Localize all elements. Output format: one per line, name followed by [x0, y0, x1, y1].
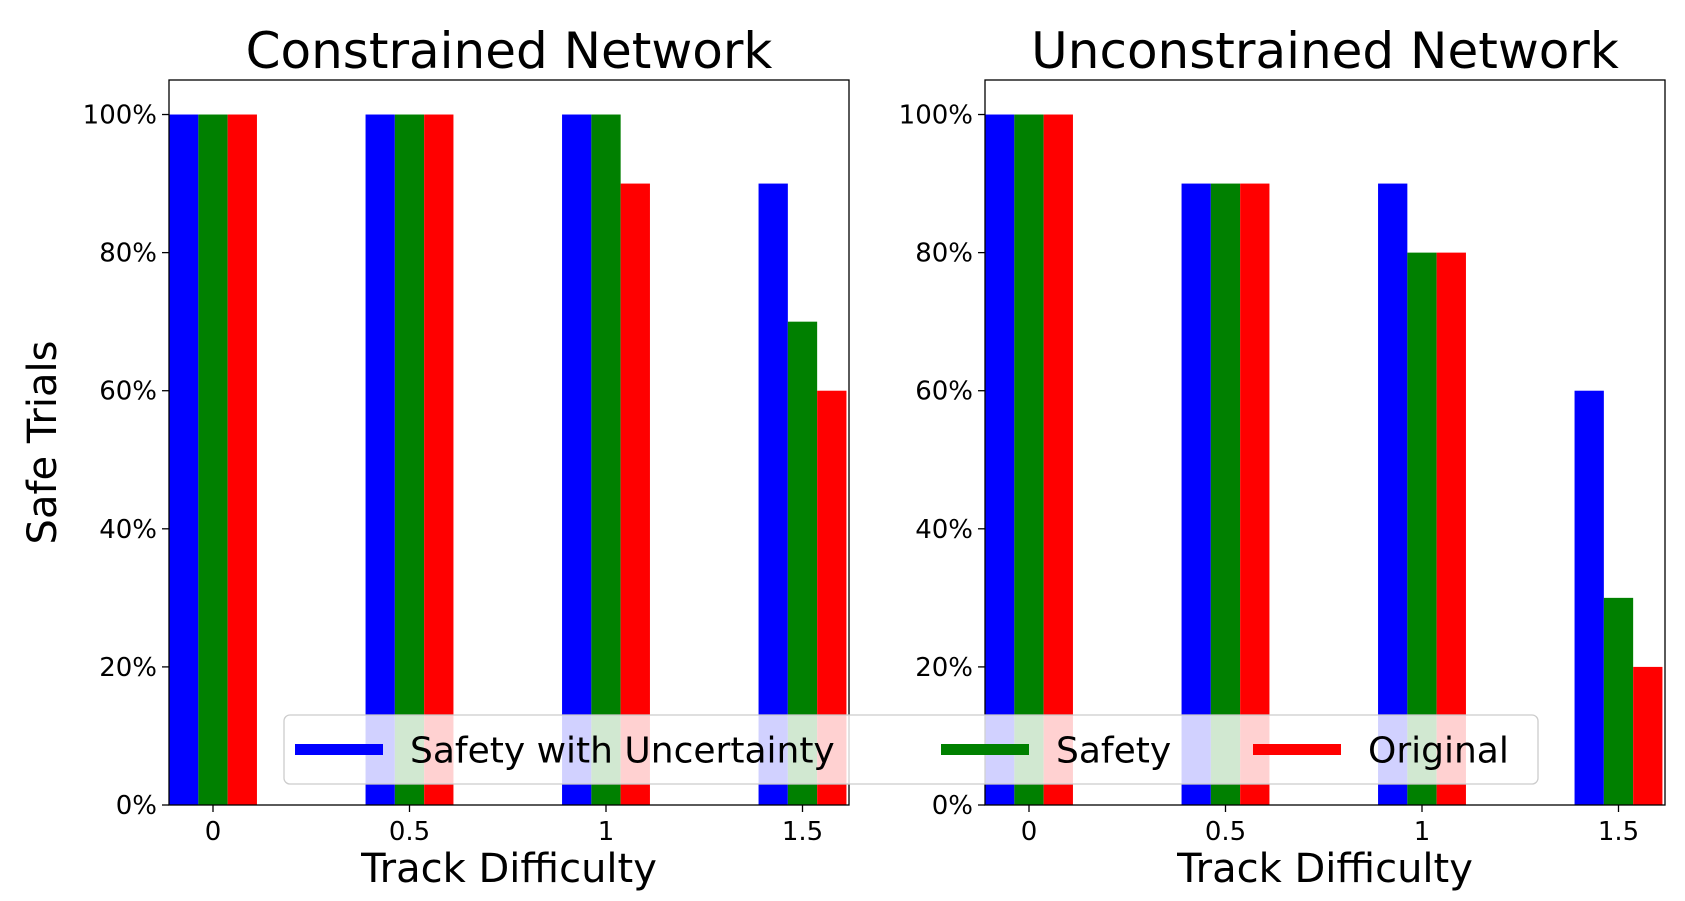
- y-axis-label: Safe Trials: [20, 341, 66, 545]
- bar: [620, 183, 650, 805]
- legend: Safety with Uncertainty Safety Original: [283, 714, 1539, 785]
- y-tick-label: 0%: [932, 791, 973, 821]
- x-axis-label: Track Difficulty: [360, 846, 657, 892]
- y-tick-label: 20%: [915, 653, 973, 683]
- axes-frame: [984, 79, 1666, 806]
- bar: [1633, 666, 1663, 805]
- x-tick-label: 1.5: [782, 817, 823, 847]
- chart-title: Constrained Network: [246, 22, 773, 80]
- axes-frame: [168, 79, 850, 806]
- y-tick-label: 60%: [99, 377, 157, 407]
- bar: [1014, 114, 1044, 805]
- legend-item: Safety: [941, 731, 1171, 772]
- y-tick-label: 40%: [915, 515, 973, 545]
- bar: [1210, 183, 1241, 805]
- y-tick-label: 80%: [915, 239, 973, 269]
- y-tick-label: 80%: [99, 239, 157, 269]
- y-tick-label: 0%: [116, 791, 157, 821]
- x-tick-label: 0: [1021, 817, 1038, 847]
- bar: [985, 114, 1015, 805]
- legend-label: Safety: [1056, 731, 1171, 772]
- bar: [198, 114, 228, 805]
- bar: [1181, 183, 1211, 805]
- x-tick-label: 1: [598, 817, 615, 847]
- bar: [1436, 252, 1466, 805]
- chart-title: Unconstrained Network: [1031, 22, 1619, 80]
- x-tick-label: 0.5: [1205, 817, 1246, 847]
- x-tick-label: 0: [205, 817, 222, 847]
- y-tick-label: 100%: [83, 101, 157, 131]
- x-tick-label: 1: [1414, 817, 1431, 847]
- bar: [591, 114, 621, 805]
- legend-box: [283, 714, 1539, 785]
- y-tick-label: 100%: [899, 101, 973, 131]
- bar: [1043, 114, 1073, 805]
- y-tick-label: 20%: [99, 653, 157, 683]
- legend-label: Safety with Uncertainty: [410, 731, 835, 772]
- bar: [1407, 252, 1437, 805]
- bar: [1574, 390, 1604, 805]
- legend-item: Safety with Uncertainty: [295, 731, 835, 772]
- bar: [424, 114, 454, 805]
- x-tick-label: 0.5: [389, 817, 430, 847]
- bar: [394, 114, 425, 805]
- bar: [169, 114, 199, 805]
- y-tick-label: 40%: [99, 515, 157, 545]
- bar: [1603, 597, 1634, 805]
- legend-label: Original: [1368, 731, 1509, 772]
- y-tick-label: 60%: [915, 377, 973, 407]
- bar: [562, 114, 592, 805]
- bar: [227, 114, 257, 805]
- bar: [1378, 183, 1408, 805]
- x-tick-label: 1.5: [1598, 817, 1639, 847]
- subplot-2: 0% 20% 40% 60% 80% 100% 0 0.5 1 1.5 Unconstrained …: [899, 22, 1666, 892]
- x-axis-label: Track Difficulty: [1176, 846, 1473, 892]
- legend-item: Original: [1253, 731, 1509, 772]
- bar: [1240, 183, 1270, 805]
- bar: [758, 183, 788, 805]
- bar: [365, 114, 395, 805]
